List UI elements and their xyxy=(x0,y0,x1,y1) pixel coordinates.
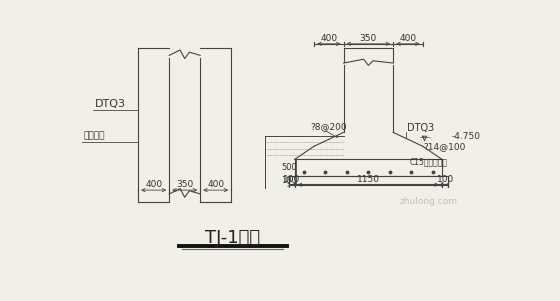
Text: 100: 100 xyxy=(436,175,454,184)
Text: 100: 100 xyxy=(282,175,297,185)
Text: 条基边线: 条基边线 xyxy=(84,132,105,141)
Text: 400: 400 xyxy=(145,180,162,189)
Text: 1150: 1150 xyxy=(357,175,380,184)
Text: DTQ3: DTQ3 xyxy=(407,123,435,133)
Text: C15混凝土坘层: C15混凝土坘层 xyxy=(409,157,447,166)
Text: 500: 500 xyxy=(282,163,297,172)
Text: TJ-1大样: TJ-1大样 xyxy=(205,229,260,247)
Text: 350: 350 xyxy=(360,34,377,43)
Text: 400: 400 xyxy=(399,34,417,43)
Text: zhulong.com: zhulong.com xyxy=(400,197,458,206)
Text: 400: 400 xyxy=(207,180,224,189)
Text: 350: 350 xyxy=(176,180,193,189)
Text: 400: 400 xyxy=(320,34,338,43)
Text: 100: 100 xyxy=(283,175,300,184)
Text: ?8@200: ?8@200 xyxy=(310,123,347,132)
Text: ?14@100: ?14@100 xyxy=(423,142,466,151)
Text: DTQ3: DTQ3 xyxy=(95,99,126,109)
Text: -4.750: -4.750 xyxy=(451,132,480,141)
